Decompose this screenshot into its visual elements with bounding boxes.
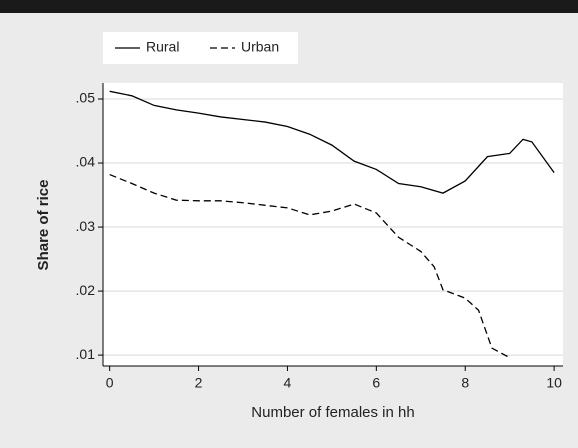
- y-tick-label: .02: [76, 282, 96, 298]
- x-axis-label: Number of females in hh: [251, 404, 414, 421]
- plot-area: [103, 83, 563, 366]
- y-tick-label: .01: [76, 346, 96, 362]
- y-tick-label: .03: [76, 218, 96, 234]
- x-tick-label: 6: [372, 375, 380, 391]
- series-line: [109, 173, 510, 359]
- x-tick-label: 10: [546, 375, 562, 391]
- x-tick-label: 4: [284, 375, 292, 391]
- x-tick-label: 8: [461, 375, 469, 391]
- x-tick-label: 0: [106, 375, 114, 391]
- x-tick-label: 2: [195, 375, 203, 391]
- y-axis-label: Share of rice: [35, 180, 52, 271]
- y-tick-label: .05: [76, 90, 96, 106]
- series-line: [109, 90, 555, 194]
- legend-label: Rural: [146, 39, 179, 55]
- top-bar: [0, 0, 578, 13]
- legend-label: Urban: [241, 39, 279, 55]
- y-tick-label: .04: [76, 154, 96, 170]
